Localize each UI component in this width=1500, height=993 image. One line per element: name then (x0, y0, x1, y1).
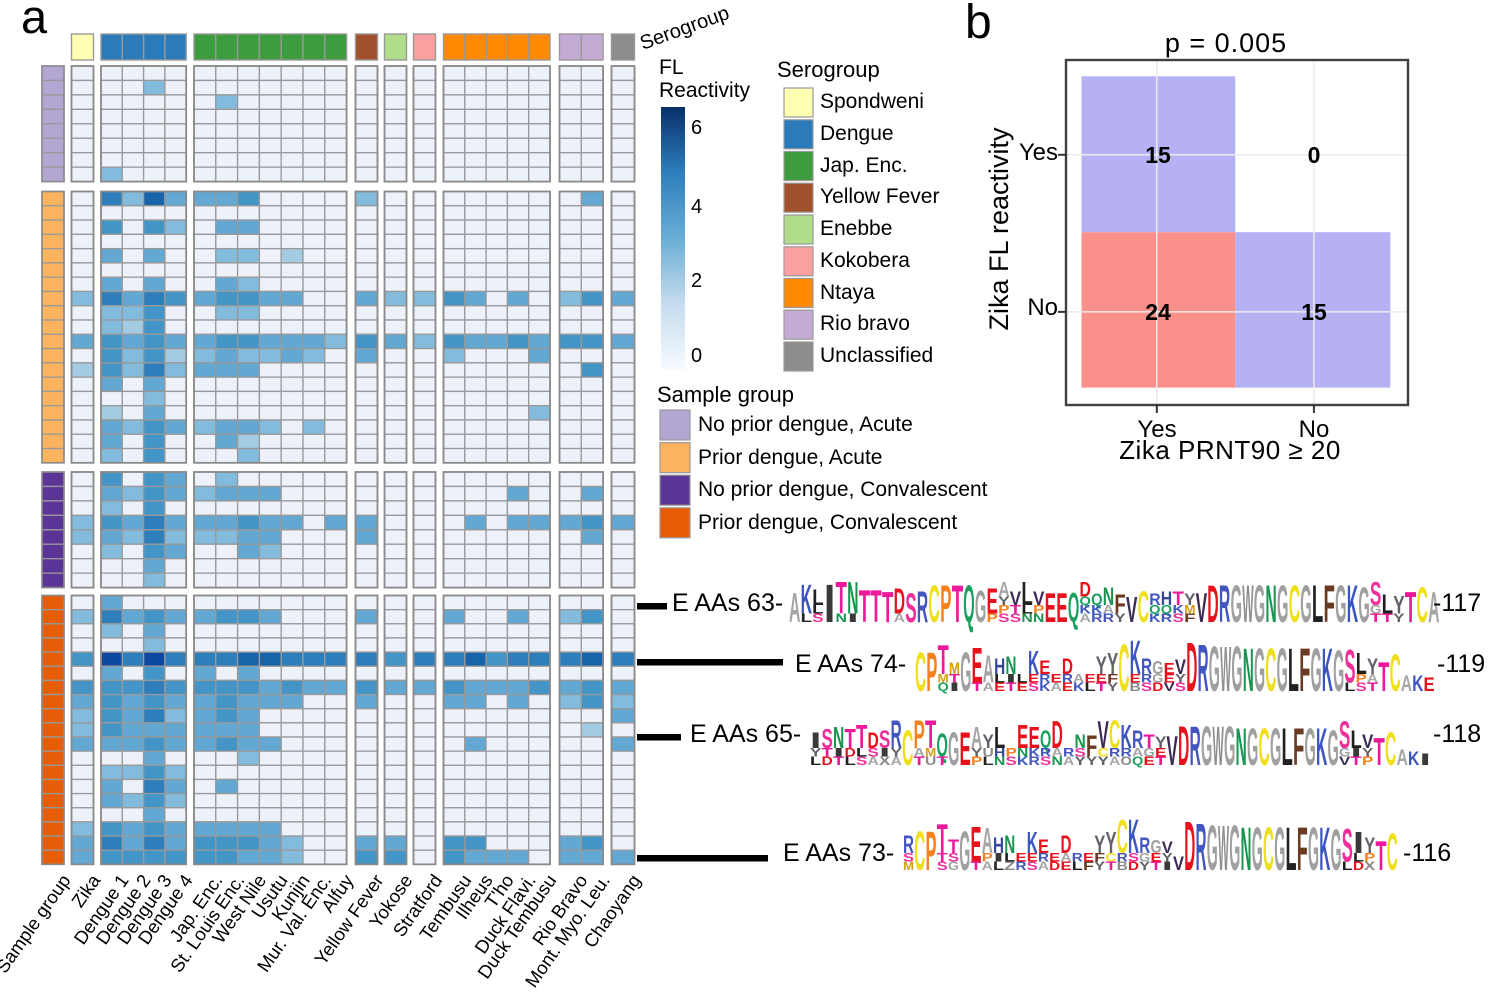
svg-text:G: G (1229, 812, 1240, 884)
svg-text:C: C (1263, 815, 1274, 883)
svg-text:S: S (937, 859, 948, 873)
svg-text:F: F (1297, 815, 1308, 883)
svg-text:N: N (1241, 815, 1252, 883)
svg-text:C: C (1387, 823, 1398, 882)
svg-text:B: B (1117, 859, 1128, 873)
svg-text:Y: Y (1094, 859, 1105, 873)
svg-text:P: P (926, 820, 937, 882)
svg-text:R: R (1016, 859, 1028, 873)
svg-text:K: K (1319, 815, 1330, 883)
svg-text:M: M (903, 859, 914, 873)
svg-text:G: G (1274, 815, 1285, 883)
svg-text:S: S (1027, 859, 1038, 873)
svg-text:W: W (1218, 812, 1229, 884)
svg-text:D: D (1049, 859, 1061, 873)
svg-text:L: L (1072, 859, 1083, 873)
svg-text:L: L (1342, 859, 1353, 873)
svg-text:F: F (1083, 859, 1094, 873)
svg-text:E: E (1061, 859, 1072, 873)
svg-text:R: R (1196, 811, 1207, 885)
svg-text:G: G (1207, 812, 1218, 884)
svg-text:Y: Y (1139, 859, 1150, 873)
svg-text:I: I (1162, 859, 1173, 873)
svg-text:A: A (1038, 859, 1050, 873)
svg-text:Z: Z (1004, 859, 1015, 873)
svg-text:L: L (1286, 815, 1297, 883)
svg-text:L: L (993, 859, 1004, 873)
svg-text:G: G (1308, 815, 1319, 883)
svg-text:G: G (1331, 818, 1342, 883)
svg-text:G: G (1252, 815, 1263, 883)
svg-text:V: V (1173, 853, 1184, 875)
svg-text:T: T (1376, 832, 1387, 879)
svg-text:C: C (914, 820, 925, 882)
svg-text:G: G (959, 820, 970, 882)
svg-text:G: G (948, 859, 959, 873)
svg-text:X: X (1364, 859, 1375, 873)
svg-text:D: D (1184, 807, 1195, 885)
svg-text:A: A (982, 859, 994, 873)
svg-text:D: D (1353, 859, 1365, 873)
svg-text:D: D (1128, 859, 1140, 873)
